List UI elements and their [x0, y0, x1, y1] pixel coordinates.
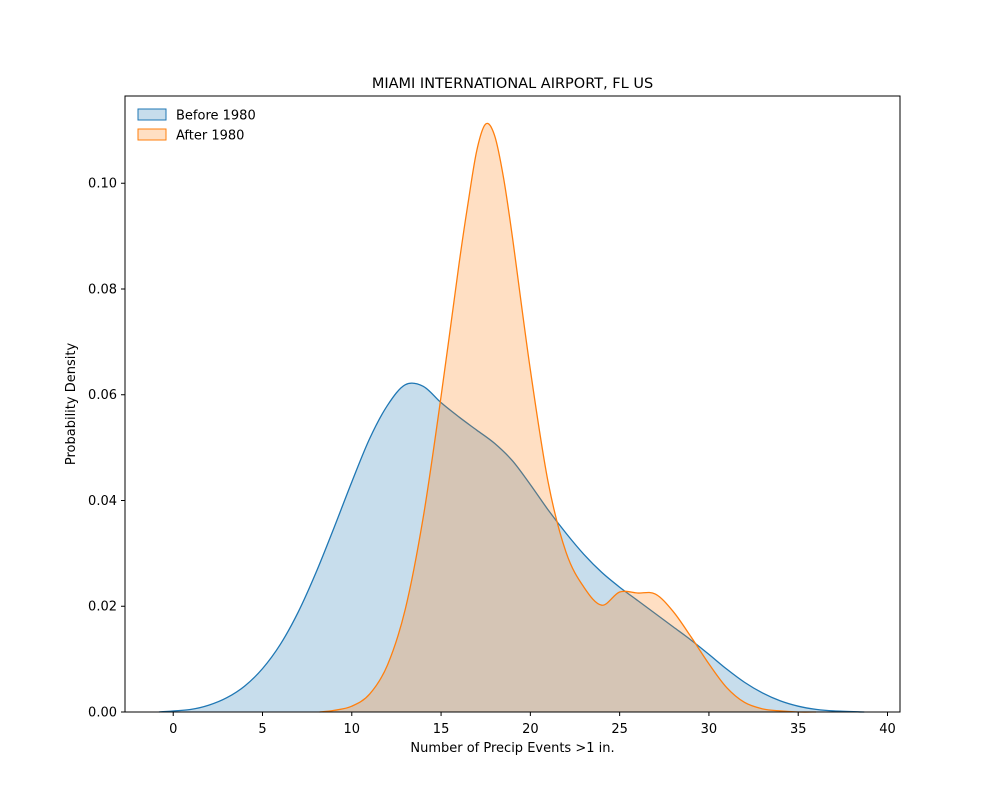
plot-frame [124, 95, 901, 713]
legend-label-after-1980: After 1980 [176, 129, 244, 144]
y-tick-label: 0.02 [88, 600, 117, 615]
x-tick-label: 20 [522, 722, 539, 737]
x-tick-label: 40 [879, 722, 896, 737]
legend-label-before-1980: Before 1980 [176, 109, 256, 124]
y-tick-label: 0.10 [88, 177, 117, 192]
legend-swatch-after-1980 [137, 128, 167, 141]
y-tick-label: 0.04 [88, 494, 117, 509]
y-axis-ticks: 0.00 0.02 0.04 0.06 0.08 0.10 [88, 177, 125, 721]
area-fill-after-1980 [319, 123, 817, 713]
x-axis-label: Number of Precip Events >1 in. [410, 741, 614, 756]
density-line-before-1980 [158, 382, 865, 713]
density-areas [158, 122, 865, 713]
x-axis-ticks: 0 5 10 15 20 25 30 35 40 [169, 712, 896, 737]
x-tick-label: 25 [611, 722, 628, 737]
legend: Before 1980 After 1980 [137, 108, 256, 144]
y-tick-label: 0.08 [88, 282, 117, 297]
x-tick-label: 5 [258, 722, 266, 737]
y-axis-label: Probability Density [64, 343, 79, 466]
chart-title: MIAMI INTERNATIONAL AIRPORT, FL US [372, 76, 653, 92]
x-tick-label: 35 [790, 722, 807, 737]
x-tick-label: 0 [169, 722, 177, 737]
x-tick-label: 15 [433, 722, 450, 737]
x-tick-label: 30 [701, 722, 718, 737]
x-tick-label: 10 [344, 722, 361, 737]
density-line-after-1980 [319, 122, 817, 713]
area-fill-before-1980 [158, 383, 865, 712]
y-tick-label: 0.06 [88, 388, 117, 403]
legend-swatch-before-1980 [137, 108, 167, 121]
y-tick-label: 0.00 [88, 706, 117, 721]
